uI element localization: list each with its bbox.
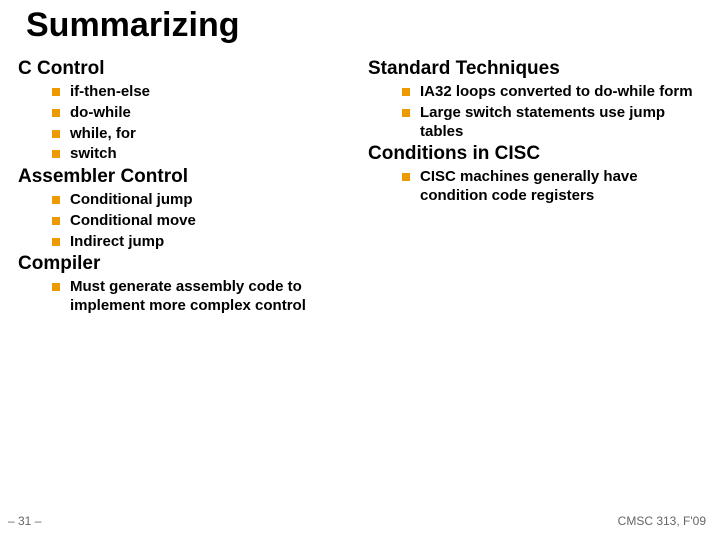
item-text: CISC machines generally have condition c… [420,168,708,206]
section-items: CISC machines generally have condition c… [402,168,708,206]
bullet-icon [52,217,60,225]
item-text: while, for [70,125,358,144]
bullet-icon [402,109,410,117]
item-text: Indirect jump [70,233,358,252]
list-item: Large switch statements use jump tables [402,104,708,142]
list-item: Conditional jump [52,191,358,210]
right-column: Standard Techniques IA32 loops converted… [368,56,708,208]
list-item: while, for [52,125,358,144]
left-column: C Control if-then-else do-while while, f… [18,56,358,318]
course-code: CMSC 313, F'09 [618,514,706,528]
section-header: C Control [18,58,358,80]
bullet-icon [52,150,60,158]
section-items: if-then-else do-while while, for switch [52,83,358,164]
list-item: if-then-else [52,83,358,102]
section-items: Must generate assembly code to implement… [52,278,358,316]
list-item: do-while [52,104,358,123]
bullet-icon [52,283,60,291]
item-text: Large switch statements use jump tables [420,104,708,142]
list-item: switch [52,145,358,164]
bullet-icon [52,130,60,138]
item-text: if-then-else [70,83,358,102]
bullet-icon [52,88,60,96]
bullet-icon [402,88,410,96]
list-item: Must generate assembly code to implement… [52,278,358,316]
item-text: Must generate assembly code to implement… [70,278,358,316]
item-text: Conditional jump [70,191,358,210]
item-text: Conditional move [70,212,358,231]
bullet-icon [52,238,60,246]
list-item: CISC machines generally have condition c… [402,168,708,206]
section-header: Conditions in CISC [368,143,708,165]
section-header: Compiler [18,253,358,275]
bullet-icon [52,109,60,117]
list-item: IA32 loops converted to do-while form [402,83,708,102]
item-text: IA32 loops converted to do-while form [420,83,708,102]
item-text: do-while [70,104,358,123]
list-item: Conditional move [52,212,358,231]
section-header: Assembler Control [18,166,358,188]
bullet-icon [402,173,410,181]
item-text: switch [70,145,358,164]
slide-number: – 31 – [8,514,41,528]
section-items: Conditional jump Conditional move Indire… [52,191,358,251]
section-items: IA32 loops converted to do-while form La… [402,83,708,141]
slide-title: Summarizing [26,6,239,45]
section-header: Standard Techniques [368,58,708,80]
list-item: Indirect jump [52,233,358,252]
bullet-icon [52,196,60,204]
